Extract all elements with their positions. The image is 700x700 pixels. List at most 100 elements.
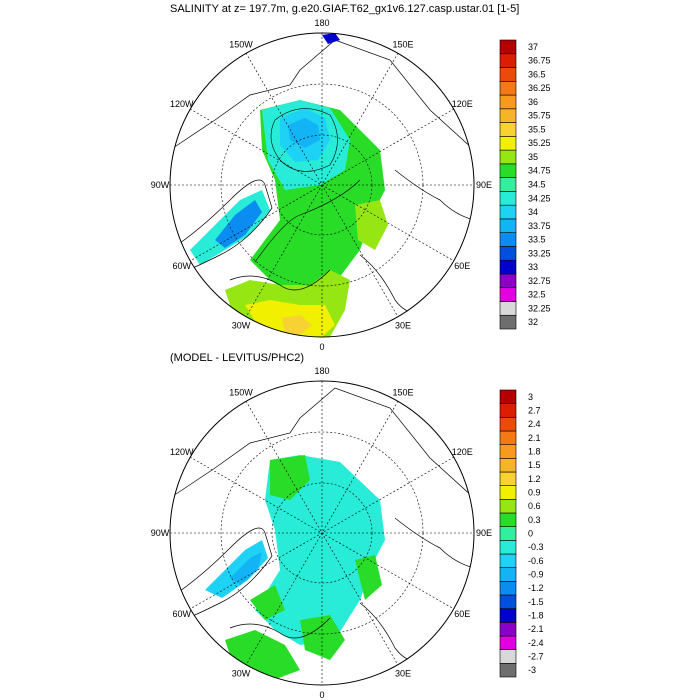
colorbar-label: -0.3 — [528, 542, 544, 552]
longitude-label: 0 — [319, 690, 324, 700]
colorbar-swatch — [499, 485, 517, 500]
colorbar-label: -2.4 — [528, 638, 544, 648]
colorbar-swatch — [499, 471, 517, 486]
colorbar-label: 0.3 — [528, 515, 541, 525]
colorbar-swatch — [499, 218, 517, 233]
colorbar-label: 3 — [528, 392, 533, 402]
colorbar-label: -0.9 — [528, 570, 544, 580]
colorbar-label: 36.5 — [528, 69, 546, 79]
longitude-label: 30W — [232, 668, 251, 678]
colorbar-swatch — [499, 526, 517, 541]
longitude-label: 180 — [314, 18, 329, 28]
longitude-label: 60W — [172, 261, 191, 271]
coastline — [170, 179, 273, 276]
colorbar-swatch — [499, 259, 517, 275]
longitude-label: 150E — [392, 40, 413, 50]
colorbar-swatch — [499, 53, 517, 68]
colorbar-label: 34.5 — [528, 180, 546, 190]
colorbar-swatch — [499, 499, 517, 514]
colorbar-label: 32.5 — [528, 290, 546, 300]
colorbar-swatch — [499, 553, 517, 568]
colorbar-swatch — [499, 149, 517, 165]
salinity-colorbar: 32 32.25 32.5 32.75 33 33.25 33.5 33.75 34 34.25 3… — [499, 39, 551, 330]
map-border — [169, 380, 475, 686]
colorbar-label: 0 — [528, 529, 533, 539]
graticule — [170, 381, 474, 685]
colorbar-swatch — [499, 136, 517, 151]
barents-sea-fill — [355, 200, 388, 250]
colorbar-label: -1.5 — [528, 597, 544, 607]
land-mass — [170, 381, 474, 499]
colorbar-swatch — [499, 417, 517, 432]
colorbar-label: 1.5 — [528, 460, 541, 470]
longitude-labels: 180 150E 120E 90E 60E 30E 0 30W 60W 90W 120W 150W — [151, 18, 492, 352]
colorbar-label: 35.5 — [528, 124, 546, 134]
colorbar-label: -1.2 — [528, 583, 544, 593]
longitude-label: 150W — [229, 388, 253, 398]
longitude-label: 120W — [170, 447, 194, 457]
longitude-label: 90W — [151, 528, 170, 538]
colorbar-swatch — [499, 177, 517, 192]
colorbar-label: -2.7 — [528, 652, 544, 662]
longitude-label: 90E — [476, 528, 492, 538]
longitude-label: 30E — [395, 320, 411, 330]
colorbar-label: 2.1 — [528, 433, 541, 443]
longitude-labels: 180 150E 120E 90E 60E 30E 0 30W 60W 90W 120W 150W — [151, 366, 492, 700]
longitude-label: 150E — [392, 388, 413, 398]
contour — [270, 108, 338, 172]
colorbar-swatch — [499, 191, 517, 206]
colorbar-label: 33 — [528, 262, 538, 272]
longitude-label: 90W — [151, 180, 170, 190]
colorbar-swatch — [499, 122, 517, 137]
coastline — [394, 517, 474, 569]
longitude-label: 120W — [170, 99, 194, 109]
longitude-label: 60E — [454, 261, 470, 271]
colorbar-label: -0.6 — [528, 556, 544, 566]
land-mass — [170, 33, 474, 151]
colorbar-swatch — [499, 622, 517, 637]
colorbar-swatch — [499, 540, 517, 555]
colorbar-swatch — [499, 94, 517, 110]
contour — [254, 179, 361, 263]
colorbar-swatch — [499, 649, 517, 664]
map-border — [169, 32, 475, 338]
colorbar-label: 36 — [528, 97, 538, 107]
longitude-label: 60W — [172, 609, 191, 619]
positive-anomaly-patch — [300, 615, 345, 660]
longitude-label: 60E — [454, 609, 470, 619]
colorbar-label: -2.1 — [528, 624, 544, 634]
colorbar-label: 37 — [528, 42, 538, 52]
colorbar-swatch — [499, 458, 517, 473]
canada-basin-minimum — [288, 118, 320, 148]
pole-blue-patch — [322, 33, 340, 44]
colorbar-label: 33.5 — [528, 235, 546, 245]
colorbar-swatch — [499, 273, 517, 289]
chart-title-difference: (MODEL - LEVITUS/PHC2) — [170, 352, 305, 364]
colorbar-swatch — [499, 301, 517, 316]
longitude-label: 30W — [232, 320, 251, 330]
longitude-label: 120E — [452, 447, 473, 457]
colorbar-swatch — [499, 232, 517, 247]
colorbar-swatch — [499, 204, 517, 220]
colorbar-label: 32 — [528, 317, 538, 327]
coastline — [229, 617, 331, 639]
colorbar-swatch — [499, 163, 517, 178]
colorbar-swatch — [499, 67, 517, 82]
positive-anomaly-patch — [250, 585, 285, 620]
longitude-label: 90E — [476, 180, 492, 190]
colorbar-swatch — [499, 608, 517, 623]
longitude-label: 120E — [452, 99, 473, 109]
colorbar-swatch — [499, 108, 517, 123]
longitude-label: 30E — [395, 668, 411, 678]
colorbar-label: 35.75 — [528, 111, 551, 121]
longitude-label: 150W — [229, 40, 253, 50]
coastline — [170, 527, 273, 624]
colorbar-swatch — [499, 389, 517, 404]
colorbar-swatch — [499, 567, 517, 582]
colorbar-swatch — [499, 287, 517, 302]
salinity-polar-map: 180 150E 120E 90E 60E 30E 0 30W 60W 90W 120W 150W — [151, 18, 492, 352]
colorbar-swatch — [499, 430, 517, 445]
colorbar-label: 36.25 — [528, 83, 551, 93]
difference-polar-map: 180 150E 120E 90E 60E 30E 0 30W 60W 90W 120W 150W — [151, 366, 492, 700]
